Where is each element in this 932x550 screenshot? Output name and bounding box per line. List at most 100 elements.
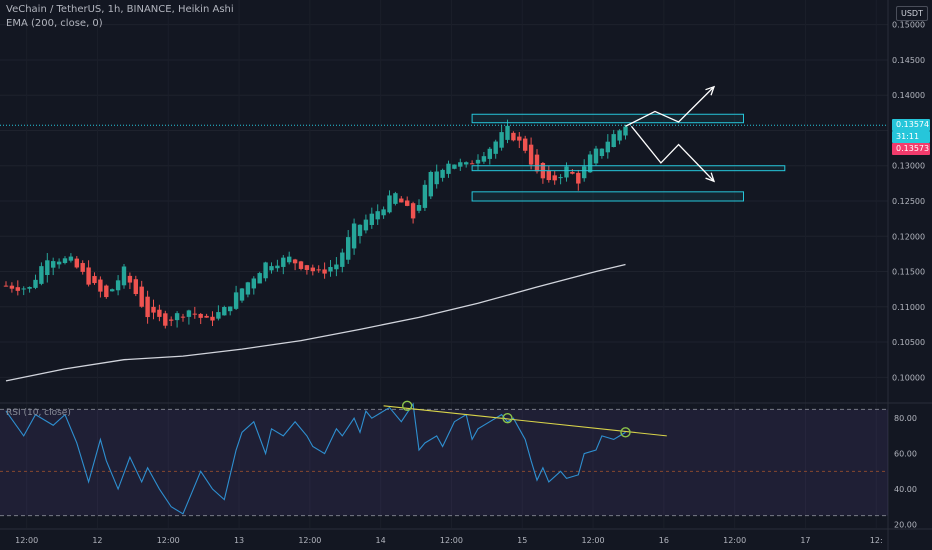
candle-body — [15, 287, 20, 291]
bullish-arrow — [625, 86, 715, 127]
currency-button[interactable]: USDT — [896, 6, 928, 21]
rsi-trendline — [383, 405, 667, 437]
candle-body — [570, 172, 575, 174]
candle-body — [56, 261, 62, 265]
time-tick-label: 12:00 — [298, 536, 321, 545]
candle-body — [80, 263, 85, 272]
time-tick-label: 17 — [800, 536, 810, 545]
candle-body — [517, 136, 522, 141]
rsi-band — [0, 409, 888, 516]
candle-body — [139, 286, 144, 307]
price-tick-label: 0.15000 — [892, 21, 925, 30]
rsi-tick-label: 40.00 — [894, 485, 917, 494]
candle-body — [62, 258, 68, 264]
time-tick-label: 12:00 — [157, 536, 180, 545]
candle-body — [340, 252, 345, 267]
candle-body — [493, 141, 498, 154]
rsi-touch-circle — [502, 412, 513, 424]
candle-body — [269, 266, 274, 271]
candle-body — [534, 154, 540, 172]
candle-body — [27, 287, 32, 289]
candle-body — [552, 175, 557, 181]
candle-body — [74, 258, 79, 268]
bearish-arrow — [630, 125, 715, 182]
candle-body — [3, 285, 9, 287]
candle-body — [228, 306, 233, 312]
candle-body — [133, 279, 138, 295]
time-tick-label: 12 — [92, 536, 102, 545]
candle-body — [440, 169, 445, 178]
candle-body — [115, 280, 121, 291]
time-tick-label: 12:00 — [440, 536, 463, 545]
candle-body — [452, 164, 457, 169]
rsi-tick-label: 20.00 — [894, 520, 917, 529]
time-tick-label: 12: — [870, 536, 883, 545]
rsi-touch-circle — [402, 400, 413, 411]
countdown-tag: 31:11 — [892, 131, 930, 144]
candle-body — [346, 237, 351, 260]
candle-body — [387, 195, 392, 213]
candle-body — [434, 171, 439, 185]
candle-body — [475, 159, 481, 164]
candle-body — [86, 267, 91, 285]
candle-body — [316, 269, 321, 271]
price-zone-box — [471, 165, 786, 172]
candle-body — [204, 315, 209, 318]
candle-body — [464, 162, 469, 165]
candle-body — [393, 193, 398, 204]
ema-legend: EMA (200, close, 0) — [6, 18, 103, 29]
rsi-tick-label: 80.00 — [894, 414, 917, 423]
candle-body — [174, 313, 180, 321]
rsi-legend: RSI (10, close) — [6, 408, 71, 418]
rsi-line — [5, 402, 626, 515]
candle-body — [375, 211, 380, 220]
candle-body — [369, 213, 374, 225]
candle-body — [587, 154, 593, 173]
rsi-touch-circle — [620, 427, 631, 438]
time-tick-label: 12:00 — [723, 536, 746, 545]
candle-body — [145, 296, 150, 318]
symbol-legend: VeChain / TetherUS, 1h, BINANCE, Heikin … — [6, 4, 234, 15]
price-tick-label: 0.11000 — [892, 303, 925, 312]
time-tick-label: 16 — [659, 536, 669, 545]
candle-body — [157, 309, 162, 317]
candle-body — [487, 148, 492, 159]
candle-body — [169, 319, 174, 321]
candle-body — [458, 162, 463, 167]
candle-body — [422, 184, 428, 208]
rsi-tick-label: 60.00 — [894, 450, 917, 459]
candle-body — [351, 223, 357, 249]
last-price-tag: 0.13574 — [892, 119, 930, 132]
candle-body — [68, 256, 74, 261]
price-zone-box — [471, 113, 744, 124]
candle-body — [110, 289, 115, 292]
price-tick-label: 0.12000 — [892, 232, 925, 241]
candle-body — [239, 288, 245, 301]
candle-body — [428, 171, 433, 197]
price-zone-box — [471, 191, 744, 202]
candle-body — [275, 265, 280, 269]
price-tick-label: 0.13000 — [892, 162, 925, 171]
candle-body — [210, 316, 215, 321]
candle-body — [381, 209, 386, 216]
candle-body — [599, 148, 605, 156]
candle-body — [51, 261, 56, 268]
candle-body — [446, 163, 451, 174]
candle-body — [528, 144, 534, 165]
candle-body — [564, 166, 569, 178]
candle-body — [416, 205, 422, 211]
candle-body — [546, 170, 551, 181]
candle-body — [216, 312, 221, 319]
candle-body — [281, 257, 286, 267]
candle-body — [287, 256, 292, 263]
candle-body — [121, 266, 127, 286]
candle-body — [251, 278, 256, 289]
candle-body — [21, 288, 26, 290]
candle-body — [611, 134, 616, 148]
candle-body — [576, 172, 581, 184]
candle-body — [257, 273, 262, 284]
time-tick-label: 13 — [234, 536, 244, 545]
candle-body — [298, 261, 304, 269]
time-tick-label: 12:00 — [582, 536, 605, 545]
